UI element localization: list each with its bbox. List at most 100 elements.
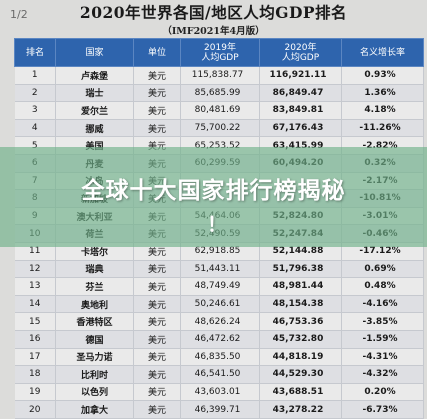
cell-gdp-2020: 67,176.43: [259, 119, 342, 138]
cell-unit: 美元: [133, 295, 181, 314]
table-row: 2 瑞士 美元 85,685.99 86,849.47 1.36%: [14, 84, 424, 103]
table-row: 17 圣马力诺 美元 46,835.50 44,818.19 -4.31%: [14, 348, 424, 367]
cell-change: 1.36%: [341, 84, 424, 103]
cell-gdp-2019: 80,481.69: [180, 101, 260, 120]
cell-country: 圣马力诺: [55, 348, 134, 367]
cell-rank: 2: [14, 84, 56, 103]
table-row: 12 瑞典 美元 51,443.11 51,796.38 0.69%: [14, 260, 424, 279]
cell-unit: 美元: [133, 365, 181, 384]
table-row: 19 以色列 美元 43,603.01 43,688.51 0.20%: [14, 383, 424, 402]
cell-unit: 美元: [133, 330, 181, 349]
cell-rank: 15: [14, 312, 56, 331]
cell-gdp-2020: 44,529.30: [259, 365, 342, 384]
cell-country: 加拿大: [55, 400, 134, 419]
cell-unit: 美元: [133, 66, 181, 85]
cell-change: 0.48%: [341, 277, 424, 296]
header-2020-metric: 人均GDP: [281, 52, 320, 63]
cell-change: 0.20%: [341, 383, 424, 402]
cell-gdp-2019: 48,626.24: [180, 312, 260, 331]
cell-unit: 美元: [133, 119, 181, 138]
cell-unit: 美元: [133, 400, 181, 419]
cell-country: 爱尔兰: [55, 101, 134, 120]
cell-gdp-2019: 50,246.61: [180, 295, 260, 314]
cell-country: 瑞典: [55, 260, 134, 279]
cell-unit: 美元: [133, 84, 181, 103]
cell-gdp-2020: 45,732.80: [259, 330, 342, 349]
cell-gdp-2019: 43,603.01: [180, 383, 260, 402]
cell-country: 芬兰: [55, 277, 134, 296]
cell-gdp-2019: 48,749.49: [180, 277, 260, 296]
cell-gdp-2019: 51,443.11: [180, 260, 260, 279]
cell-rank: 12: [14, 260, 56, 279]
cell-gdp-2019: 46,472.62: [180, 330, 260, 349]
cell-gdp-2019: 75,700.22: [180, 119, 260, 138]
cell-rank: 19: [14, 383, 56, 402]
cell-rank: 20: [14, 400, 56, 419]
table-header-row: 排名 国家 单位 2019年 人均GDP 2020年 人均GDP 名义增长率: [14, 38, 424, 67]
cell-rank: 16: [14, 330, 56, 349]
cell-rank: 1: [14, 66, 56, 85]
cell-change: -1.59%: [341, 330, 424, 349]
cell-change: 0.93%: [341, 66, 424, 85]
cell-country: 比利时: [55, 365, 134, 384]
cell-change: 4.18%: [341, 101, 424, 120]
cell-country: 德国: [55, 330, 134, 349]
table-row: 4 挪威 美元 75,700.22 67,176.43 -11.26%: [14, 119, 424, 138]
cell-change: -3.85%: [341, 312, 424, 331]
table-row: 14 奥地利 美元 50,246.61 48,154.38 -4.16%: [14, 295, 424, 314]
table-row: 20 加拿大 美元 46,399.71 43,278.22 -6.73%: [14, 400, 424, 419]
cell-unit: 美元: [133, 348, 181, 367]
header-2020-gdp: 2020年 人均GDP: [259, 38, 342, 67]
cell-gdp-2020: 116,921.11: [259, 66, 342, 85]
cell-rank: 14: [14, 295, 56, 314]
header-2020-year: 2020年: [284, 42, 317, 53]
header-unit: 单位: [133, 38, 181, 67]
cell-change: -6.73%: [341, 400, 424, 419]
cell-gdp-2020: 43,688.51: [259, 383, 342, 402]
header-change: 名义增长率: [341, 38, 424, 67]
cell-gdp-2020: 44,818.19: [259, 348, 342, 367]
cell-gdp-2020: 43,278.22: [259, 400, 342, 419]
cell-change: 0.69%: [341, 260, 424, 279]
cell-unit: 美元: [133, 312, 181, 331]
overlay-banner: [0, 147, 427, 247]
table-row: 1 卢森堡 美元 115,838.77 116,921.11 0.93%: [14, 66, 424, 85]
table-row: 15 香港特区 美元 48,626.24 46,753.36 -3.85%: [14, 312, 424, 331]
cell-gdp-2020: 48,981.44: [259, 277, 342, 296]
header-country: 国家: [55, 38, 134, 67]
cell-country: 挪威: [55, 119, 134, 138]
cell-unit: 美元: [133, 101, 181, 120]
cell-unit: 美元: [133, 277, 181, 296]
cell-rank: 18: [14, 365, 56, 384]
header-2019-metric: 人均GDP: [201, 52, 239, 63]
cell-gdp-2019: 85,685.99: [180, 84, 260, 103]
table-row: 18 比利时 美元 46,541.50 44,529.30 -4.32%: [14, 365, 424, 384]
cell-country: 卢森堡: [55, 66, 134, 85]
table-row: 16 德国 美元 46,472.62 45,732.80 -1.59%: [14, 330, 424, 349]
cell-country: 以色列: [55, 383, 134, 402]
cell-change: -4.31%: [341, 348, 424, 367]
cell-rank: 4: [14, 119, 56, 138]
header-rank: 排名: [14, 38, 56, 67]
header-2019-gdp: 2019年 人均GDP: [180, 38, 260, 67]
cell-gdp-2020: 51,796.38: [259, 260, 342, 279]
table-row: 3 爱尔兰 美元 80,481.69 83,849.81 4.18%: [14, 101, 424, 120]
table-row: 13 芬兰 美元 48,749.49 48,981.44 0.48%: [14, 277, 424, 296]
cell-unit: 美元: [133, 260, 181, 279]
cell-change: -4.16%: [341, 295, 424, 314]
cell-rank: 17: [14, 348, 56, 367]
cell-rank: 3: [14, 101, 56, 120]
overlay-exclamation: ！: [207, 212, 227, 236]
cell-gdp-2020: 46,753.36: [259, 312, 342, 331]
page-counter: 1/2: [10, 8, 28, 21]
cell-country: 奥地利: [55, 295, 134, 314]
cell-unit: 美元: [133, 383, 181, 402]
cell-gdp-2019: 115,838.77: [180, 66, 260, 85]
header-2019-year: 2019年: [204, 42, 236, 53]
cell-gdp-2020: 48,154.38: [259, 295, 342, 314]
cell-gdp-2019: 46,399.71: [180, 400, 260, 419]
cell-rank: 13: [14, 277, 56, 296]
overlay-title: 全球十大国家排行榜揭秘: [81, 178, 346, 204]
cell-country: 瑞士: [55, 84, 134, 103]
cell-gdp-2019: 46,541.50: [180, 365, 260, 384]
